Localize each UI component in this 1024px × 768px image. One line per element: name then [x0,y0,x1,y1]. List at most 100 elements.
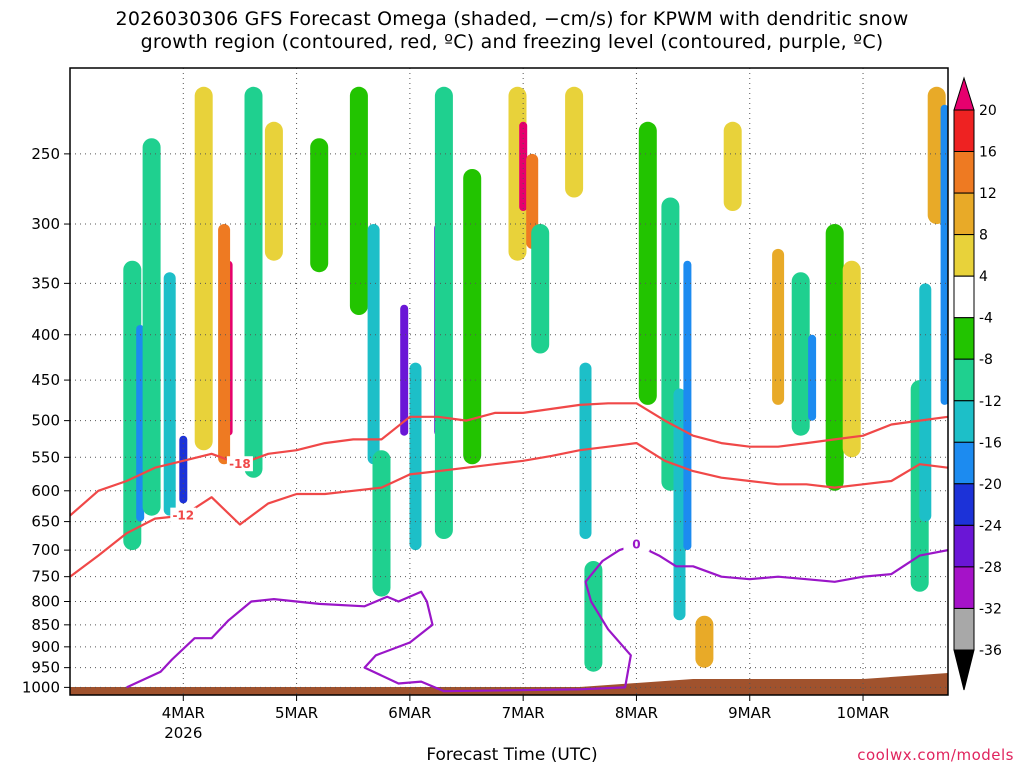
colorbar-swatch [953,400,975,443]
omega-streak [940,104,948,405]
y-tick-label: 700 [31,541,60,559]
colorbar-tick-label: -36 [979,643,1002,659]
omega-streak [163,272,176,516]
colorbar-tick-label: -16 [979,435,1002,451]
y-tick-label: 800 [31,593,60,611]
y-tick-label: 750 [31,568,60,586]
chart-title: 2026030306 GFS Forecast Omega (shaded, −… [0,8,1024,54]
colorbar-swatch [953,317,975,360]
omega-streak [218,224,231,465]
omega-streak [683,260,692,551]
omega-streak [772,248,785,405]
colorbar-swatch [953,151,975,194]
contour-label: -12 [172,509,194,523]
omega-streak [463,169,482,465]
omega-streak [695,615,714,668]
x-tick-label: 9MAR [728,704,771,722]
omega-streak [579,362,592,539]
y-tick-label: 550 [31,448,60,466]
x-axis-title: Forecast Time (UTC) [426,745,598,765]
colorbar-tick-label: -4 [979,311,993,327]
omega-streak [526,153,539,249]
contour-label-background [170,507,197,523]
chart-title-line-1: 2026030306 GFS Forecast Omega (shaded, −… [115,8,909,30]
omega-shading [123,86,948,672]
x-tick-label: 6MAR [388,704,431,722]
omega-streak [723,121,742,211]
colorbar-swatch [953,524,975,568]
omega-streak [244,86,263,478]
y-tick-label: 850 [31,616,60,634]
colorbar-top-arrow [953,76,975,111]
ground-terrain [70,673,948,695]
omega-streak [808,334,817,421]
colorbar-tick-label: -12 [979,394,1002,410]
y-tick-label: 1000 [22,678,60,696]
x-tick-label: 8MAR [615,704,658,722]
y-tick-label: 400 [31,326,60,344]
omega-streak [310,138,329,273]
y-tick-label: 900 [31,638,60,656]
omega-streak [349,86,368,315]
omega-streak [142,138,161,516]
colorbar-swatch [953,234,975,277]
omega-streak [136,325,145,522]
omega-streak [519,121,528,211]
y-tick-label: 650 [31,513,60,531]
omega-streak [825,224,844,491]
omega-streak [179,435,188,504]
contour-dgz-minus12 [70,442,948,578]
omega-streak [565,86,584,198]
omega-streak [673,388,686,621]
contour-dgz-minus18 [70,402,948,517]
chart-title-line-2: growth region (contoured, red, ºC) and f… [140,31,884,53]
colorbar-tick-label: 12 [979,186,997,202]
x-axis: 4MAR 2026 5MAR 6MAR 7MAR 8MAR 9MAR 10MAR [162,695,890,742]
contour-label: 0 [632,538,640,552]
y-tick-label: 500 [31,412,60,430]
colorbar-tick-label: -24 [979,518,1002,534]
terrain [70,673,948,695]
y-tick-label: 600 [31,482,60,500]
omega-streak [409,362,422,551]
omega-streak [791,272,810,436]
omega-streak [919,283,932,522]
x-tick-label: 10MAR [837,704,890,722]
omega-streak [367,224,380,465]
y-tick-label: 450 [31,371,60,389]
credit-link[interactable]: coolwx.com/models [857,746,1014,764]
omega-streak [194,86,213,451]
omega-streak [531,224,550,354]
colorbar-swatch [953,441,975,485]
y-axis: 250 300 350 400 450 500 550 600 650 700 750 800 850 9… [22,145,70,696]
colorbar-tick-label: -32 [979,602,1002,618]
plot-frame [69,67,949,696]
omega-streak [842,260,861,458]
colorbar-bottom-arrow [953,649,975,691]
colorbar-tick-label: -20 [979,477,1002,493]
omega-streak [400,304,409,436]
colorbar-swatch [953,566,975,609]
colorbar-tick-label: 8 [979,228,988,244]
y-tick-label: 350 [31,274,60,292]
colorbar-swatch [953,358,975,402]
x-tick-label: 5MAR [275,704,318,722]
omega-streak [434,86,453,540]
colorbar-tick-label: 20 [979,103,997,119]
colorbar: 20 16 12 8 4 -4 -8 -12 -16 -20 -24 -28 -32 -36 [953,76,1002,691]
omega-streak [264,121,283,261]
colorbar-swatch [953,275,975,319]
y-tick-label: 950 [31,659,60,677]
y-tick-label: 250 [31,145,60,163]
x-tick-sublabel: 2026 [164,724,202,742]
colorbar-swatch [953,483,975,526]
x-tick-label: 4MAR [162,704,205,722]
y-tick-label: 300 [31,215,60,233]
colorbar-swatch [953,608,975,651]
colorbar-tick-label: -28 [979,560,1002,576]
contour-label: -18 [229,457,251,471]
omega-streak [584,561,603,672]
omega-streak [372,450,391,597]
colorbar-tick-label: 4 [979,269,988,285]
